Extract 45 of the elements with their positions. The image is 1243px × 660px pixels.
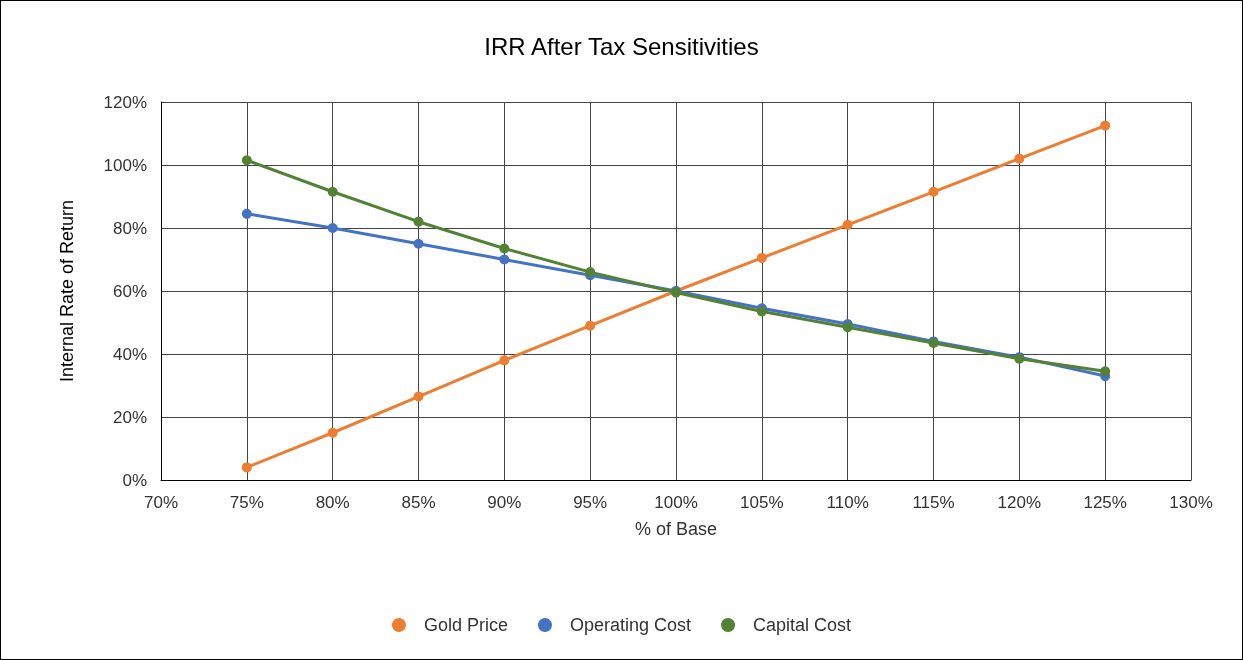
x-tick-label: 75% — [229, 493, 264, 512]
point — [756, 252, 767, 263]
point — [327, 186, 338, 197]
y-tick-label: 20% — [112, 407, 147, 427]
y-tick-label: 0% — [122, 470, 147, 490]
point — [327, 427, 338, 438]
legend-label: Gold Price — [423, 615, 508, 635]
x-tick-label: 90% — [487, 493, 522, 512]
x-tick-label: 70% — [143, 493, 179, 512]
x-tick-label: 80% — [315, 493, 350, 512]
point — [241, 462, 252, 473]
point — [413, 391, 424, 402]
x-tick-label: 125% — [1083, 493, 1127, 512]
point — [1100, 366, 1111, 377]
point — [842, 219, 853, 230]
x-tick-label: 85% — [401, 493, 436, 512]
y-tick-label: 40% — [112, 344, 147, 364]
point — [1014, 153, 1025, 164]
x-tick-label: 95% — [573, 493, 608, 512]
y-tick-label: 100% — [103, 155, 147, 175]
x-tick-label: 110% — [826, 493, 869, 512]
x-tick-label: 130% — [1169, 493, 1213, 512]
x-axis-title: % of Base — [634, 519, 718, 539]
x-tick-label: 120% — [997, 493, 1042, 512]
x-tick-label: 105% — [740, 493, 784, 512]
point — [413, 238, 424, 249]
legend-label: Operating Cost — [569, 615, 692, 635]
y-tick-label: 60% — [112, 281, 147, 301]
point — [241, 155, 252, 166]
point — [413, 216, 424, 227]
point — [327, 223, 338, 233]
point — [1100, 120, 1111, 131]
y-tick-label: 120% — [103, 92, 147, 112]
y-tick-label: 80% — [112, 218, 147, 238]
point — [928, 186, 939, 197]
point — [585, 320, 596, 331]
chart-title: IRR After Tax Sensitivities — [484, 32, 759, 60]
x-tick-label: 100% — [654, 493, 698, 512]
x-tick-label: 115% — [912, 493, 955, 512]
legend-label: Capital Cost — [753, 615, 852, 635]
point — [241, 208, 252, 219]
y-axis-title: Internal Rate of Return — [57, 199, 77, 383]
point — [499, 254, 510, 265]
point — [499, 355, 510, 366]
point — [499, 243, 510, 254]
